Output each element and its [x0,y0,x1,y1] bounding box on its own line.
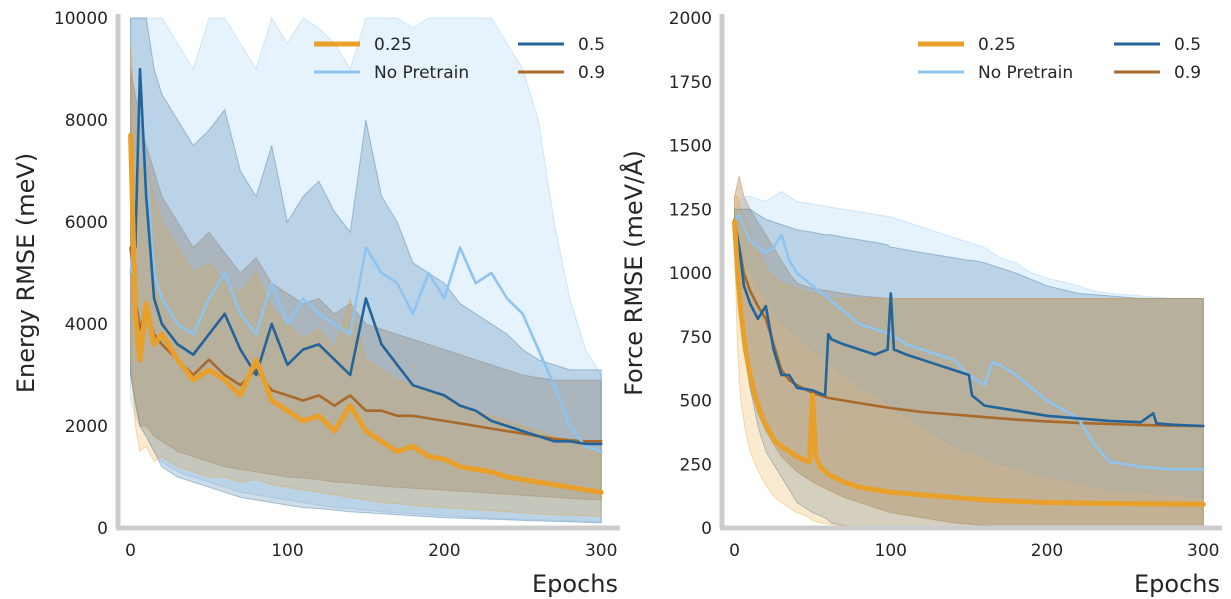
force-y-tick-label: 1500 [669,137,712,157]
energy-x-axis-label: Epochs [532,570,618,598]
energy-legend-label-0-9: 0.9 [578,63,605,83]
force-x-tick-label: 200 [1031,541,1063,561]
force-band-0-25 [734,196,1204,528]
energy-x-tick-label: 100 [271,541,303,561]
force-band-no-pretrain [734,190,1204,498]
energy-band-0-5 [130,17,602,524]
energy-y-tick-label: 10000 [54,9,108,29]
energy-y-tick-label: 4000 [65,315,108,335]
force-band-0-5 [734,208,1204,528]
energy-line-0-5 [129,67,603,446]
energy-band-0-25 [130,43,602,517]
energy-band-no-pretrain [130,16,602,523]
force-y-tick-label: 1750 [669,73,712,93]
force-line-0-5 [733,220,1205,428]
energy-lines [128,67,604,495]
force-legend-label-no-pretrain: No Pretrain [978,63,1073,83]
force-y-tick-label: 1000 [669,264,712,284]
force-y-tick-label: 2000 [669,9,712,29]
energy-line-0-9 [129,246,603,443]
force-line-no-pretrain [733,213,1205,471]
force-y-tick-label: 500 [680,392,712,412]
force-legend: 0.25 No Pretrain 0.5 0.9 [918,35,1201,83]
force-x-axis-label: Epochs [1134,570,1220,598]
force-band-0-9 [734,175,1204,528]
energy-legend-label-0-25: 0.25 [374,35,412,55]
energy-bands [130,16,602,524]
force-x-tick-label: 0 [729,541,740,561]
energy-legend: 0.25 No Pretrain 0.5 0.9 [314,35,605,83]
energy-y-axis-label: Energy RMSE (meV) [12,153,40,393]
energy-y-tick-label: 8000 [65,111,108,131]
energy-y-tick-label: 6000 [65,213,108,233]
force-line-0-25 [732,219,1206,507]
force-legend-label-0-9: 0.9 [1174,63,1201,83]
energy-y-tick-label: 0 [97,519,108,539]
force-ticks: 0 250 500 750 1000 1250 1500 1750 2000 0 100 200 300 [669,9,1220,561]
energy-line-no-pretrain [129,93,603,453]
force-lines [732,213,1206,507]
force-x-tick-label: 100 [875,541,907,561]
force-y-tick-label: 250 [680,455,712,475]
energy-legend-label-no-pretrain: No Pretrain [374,63,469,83]
energy-x-tick-label: 0 [125,541,136,561]
force-x-tick-label: 300 [1187,541,1219,561]
energy-line-0-25 [128,132,604,495]
force-legend-label-0-5: 0.5 [1174,35,1201,55]
force-legend-label-0-25: 0.25 [978,35,1016,55]
force-rmse-panel: 0 250 500 750 1000 1250 1500 1750 2000 0 100 200 300… [619,9,1222,598]
energy-x-tick-label: 200 [428,541,460,561]
force-axes [719,14,1222,531]
energy-y-tick-label: 2000 [65,417,108,437]
force-y-tick-label: 750 [680,328,712,348]
energy-x-tick-label: 300 [585,541,617,561]
force-y-tick-label: 1250 [669,200,712,220]
force-y-tick-label: 0 [701,519,712,539]
energy-band-0-9 [130,68,602,501]
force-y-axis-label: Force RMSE (meV/Å) [619,150,648,396]
energy-ticks: 0 2000 4000 6000 8000 10000 0 100 200 300 [54,9,617,561]
energy-legend-label-0-5: 0.5 [578,35,605,55]
force-bands [734,175,1204,528]
force-line-0-9 [733,218,1205,428]
energy-axes [115,14,620,531]
